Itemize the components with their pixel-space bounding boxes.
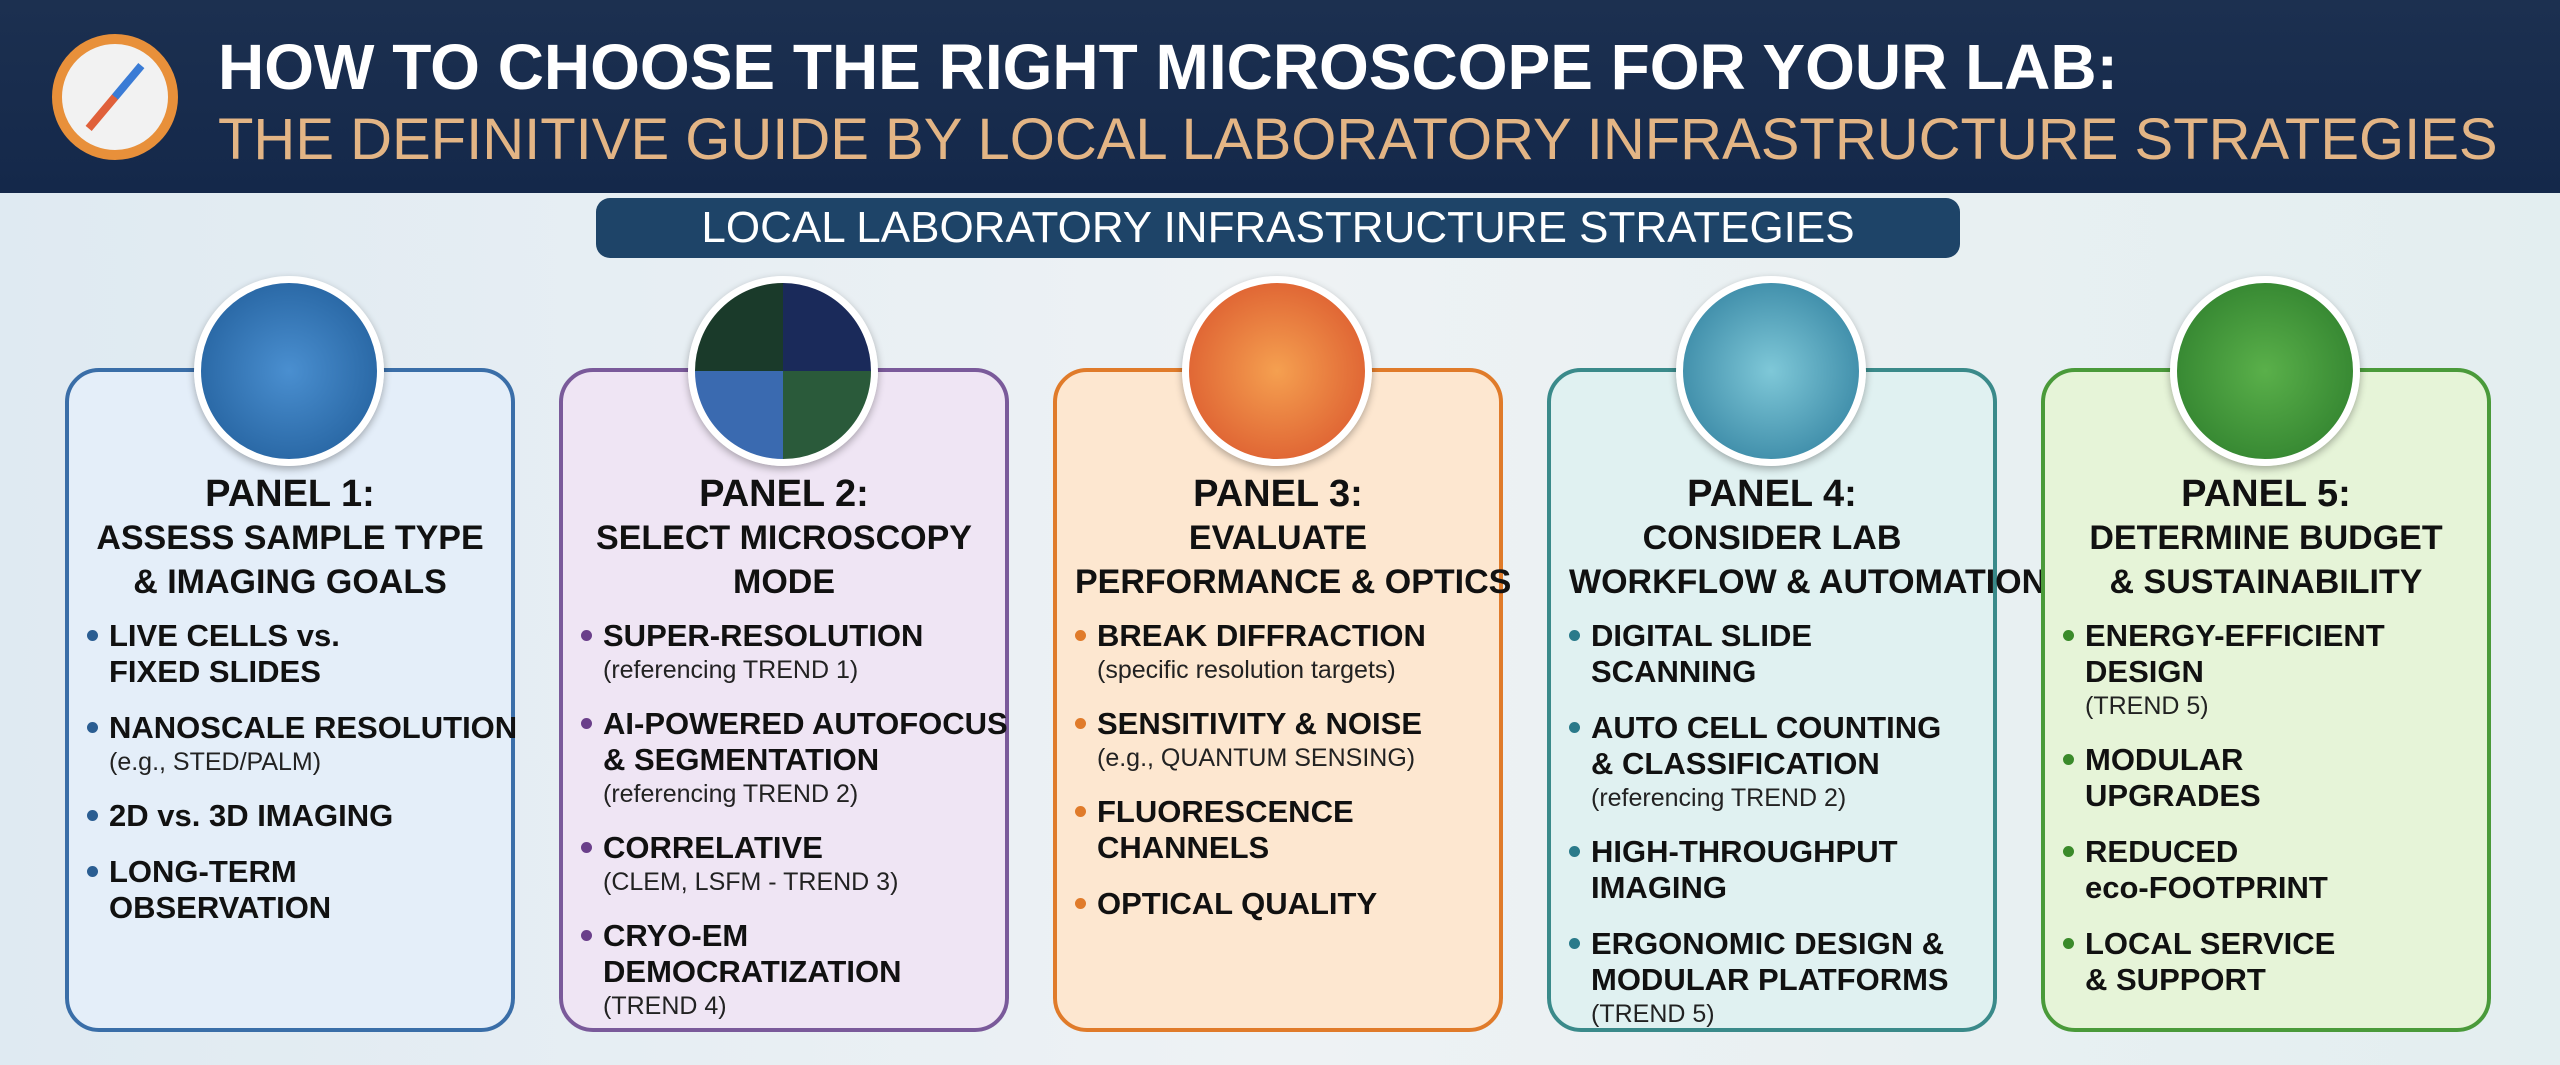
- item: AUTO CELL COUNTING & CLASSIFICATION (refer…: [1569, 710, 1975, 814]
- item-text: DIGITAL SLIDE: [1591, 618, 1813, 653]
- item: CRYO-EM DEMOCRATIZATION (TREND 4): [581, 918, 987, 1022]
- item: LONG-TERM OBSERVATION: [87, 854, 493, 926]
- banner: LOCAL LABORATORY INFRASTRUCTURE STRATEGI…: [596, 198, 1960, 258]
- item-text: OBSERVATION: [109, 890, 332, 925]
- item: 2D vs. 3D IMAGING: [87, 798, 493, 834]
- item-text: UPGRADES: [2085, 778, 2261, 813]
- item: AI-POWERED AUTOFOCUS & SEGMENTATION (refer…: [581, 706, 1008, 810]
- compass-icon: [52, 34, 178, 160]
- panel-icon: [1676, 276, 1866, 466]
- panel-icon: [1182, 276, 1372, 466]
- panel-title: & SUSTAINABILITY: [2109, 563, 2423, 601]
- panel: PANEL 1: ASSESS SAMPLE TYPE & IMAGING GOAL…: [65, 276, 518, 1032]
- panel-icon: [2170, 276, 2360, 466]
- item: ERGONOMIC DESIGN & MODULAR PLATFORMS (TREN…: [1569, 926, 1975, 1030]
- item-text: FLUORESCENCE: [1097, 794, 1354, 829]
- item: NANOSCALE RESOLUTION (e.g., STED/PALM): [87, 710, 518, 778]
- item: OPTICAL QUALITY: [1075, 886, 1481, 922]
- panel-title: EVALUATE: [1188, 519, 1368, 557]
- item-text: ERGONOMIC DESIGN &: [1591, 926, 1945, 961]
- header: HOW TO CHOOSE THE RIGHT MICROSCOPE FOR Y…: [0, 0, 2560, 193]
- panel-title: CONSIDER LAB: [1642, 519, 1902, 557]
- item-text: REDUCED: [2085, 834, 2239, 869]
- panel-title: SELECT MICROSCOPY: [596, 519, 972, 557]
- item-text: eco-FOOTPRINT: [2085, 870, 2328, 905]
- item-note: (referencing TREND 2): [1591, 784, 1847, 812]
- item: SENSITIVITY & NOISE (e.g., QUANTUM SENSIN…: [1075, 706, 1481, 774]
- item: LIVE CELLS vs. FIXED SLIDES: [87, 618, 493, 690]
- item-note: (referencing TREND 1): [603, 656, 859, 684]
- item: MODULAR UPGRADES: [2063, 742, 2469, 814]
- item: BREAK DIFFRACTION (specific resolution ta…: [1075, 618, 1481, 686]
- item: HIGH-THROUGHPUT IMAGING: [1569, 834, 1975, 906]
- item-text: IMAGING: [1591, 870, 1728, 905]
- panel-label: PANEL 2:: [699, 473, 869, 515]
- item-list: LIVE CELLS vs. FIXED SLIDES NANOSCALE RESO…: [87, 618, 518, 926]
- title: HOW TO CHOOSE THE RIGHT MICROSCOPE FOR Y…: [218, 31, 2118, 103]
- item-text: & SEGMENTATION: [603, 742, 880, 777]
- item-text: CRYO-EM: [603, 918, 749, 953]
- item-text: & CLASSIFICATION: [1591, 746, 1880, 781]
- panel-title: & IMAGING GOALS: [133, 563, 447, 601]
- item-note: (e.g., STED/PALM): [109, 748, 322, 776]
- item-text: SCANNING: [1591, 654, 1757, 689]
- panel: PANEL 3: EVALUATE PERFORMANCE & OPTICS BREA…: [1053, 276, 1512, 1032]
- panel: PANEL 4: CONSIDER LAB WORKFLOW & AUTOMATIO…: [1547, 276, 2047, 1032]
- panel-label: PANEL 3:: [1193, 473, 1363, 515]
- item-text: HIGH-THROUGHPUT: [1591, 834, 1898, 869]
- panel-icon: [688, 276, 878, 466]
- item-text: BREAK DIFFRACTION: [1097, 618, 1426, 653]
- item-text: NANOSCALE RESOLUTION: [109, 710, 518, 745]
- item-note: (specific resolution targets): [1097, 656, 1396, 684]
- item-note: (e.g., QUANTUM SENSING): [1097, 744, 1416, 772]
- item-text: LIVE CELLS vs.: [109, 618, 340, 653]
- item-text: MODULAR: [2085, 742, 2244, 777]
- item: REDUCED eco-FOOTPRINT: [2063, 834, 2469, 906]
- subtitle: THE DEFINITIVE GUIDE BY LOCAL LABORATORY…: [218, 107, 2498, 172]
- panel: PANEL 5: DETERMINE BUDGET & SUSTAINABILITY…: [2041, 276, 2491, 1032]
- item-text: CORRELATIVE: [603, 830, 823, 865]
- item-text: OPTICAL QUALITY: [1097, 886, 1378, 921]
- item: FLUORESCENCE CHANNELS: [1075, 794, 1481, 866]
- item-note: (TREND 5): [2085, 692, 2209, 720]
- item-text: FIXED SLIDES: [109, 654, 321, 689]
- item-text: SENSITIVITY & NOISE: [1097, 706, 1423, 741]
- item: DIGITAL SLIDE SCANNING: [1569, 618, 1975, 690]
- item-note: (CLEM, LSFM - TREND 3): [603, 868, 899, 896]
- panel-title: PERFORMANCE & OPTICS: [1075, 563, 1512, 601]
- item-text: DEMOCRATIZATION: [603, 954, 902, 989]
- item-list: SUPER-RESOLUTION (referencing TREND 1) AI-…: [581, 618, 1008, 1022]
- item-note: (referencing TREND 2): [603, 780, 859, 808]
- item-list: ENERGY-EFFICIENT DESIGN (TREND 5) MODULAR UP…: [2063, 618, 2469, 998]
- item: LOCAL SERVICE & SUPPORT: [2063, 926, 2469, 998]
- item-text: DESIGN: [2085, 654, 2204, 689]
- item-text: ENERGY-EFFICIENT: [2085, 618, 2385, 653]
- item-text: & SUPPORT: [2085, 962, 2266, 997]
- item-text: 2D vs. 3D IMAGING: [109, 798, 394, 833]
- item: ENERGY-EFFICIENT DESIGN (TREND 5): [2063, 618, 2469, 722]
- panel-label: PANEL 4:: [1687, 473, 1857, 515]
- panel-label: PANEL 5:: [2181, 473, 2351, 515]
- panel-title: WORKFLOW & AUTOMATION: [1569, 563, 2047, 601]
- panel-icon: [194, 276, 384, 466]
- item-list: BREAK DIFFRACTION (specific resolution ta…: [1075, 618, 1481, 922]
- panel-label: PANEL 1:: [205, 473, 375, 515]
- item-text: LONG-TERM: [109, 854, 297, 889]
- item-text: LOCAL SERVICE: [2085, 926, 2336, 961]
- item-note: (TREND 4): [603, 992, 727, 1020]
- panel: PANEL 2: SELECT MICROSCOPY MODE SUPER-RESOL…: [559, 276, 1009, 1032]
- item-note: (TREND 5): [1591, 1000, 1715, 1028]
- item-list: DIGITAL SLIDE SCANNING AUTO CELL COUNTING &…: [1569, 618, 1975, 1030]
- item-text: AUTO CELL COUNTING: [1591, 710, 1942, 745]
- panel-title: MODE: [733, 563, 835, 601]
- item-text: SUPER-RESOLUTION: [603, 618, 924, 653]
- item: SUPER-RESOLUTION (referencing TREND 1): [581, 618, 987, 686]
- item-text: MODULAR PLATFORMS: [1591, 962, 1949, 997]
- panel-title: ASSESS SAMPLE TYPE: [96, 519, 484, 557]
- panel-title: DETERMINE BUDGET: [2089, 519, 2443, 557]
- item: CORRELATIVE (CLEM, LSFM - TREND 3): [581, 830, 987, 898]
- item-text: CHANNELS: [1097, 830, 1270, 865]
- item-text: AI-POWERED AUTOFOCUS: [603, 706, 1008, 741]
